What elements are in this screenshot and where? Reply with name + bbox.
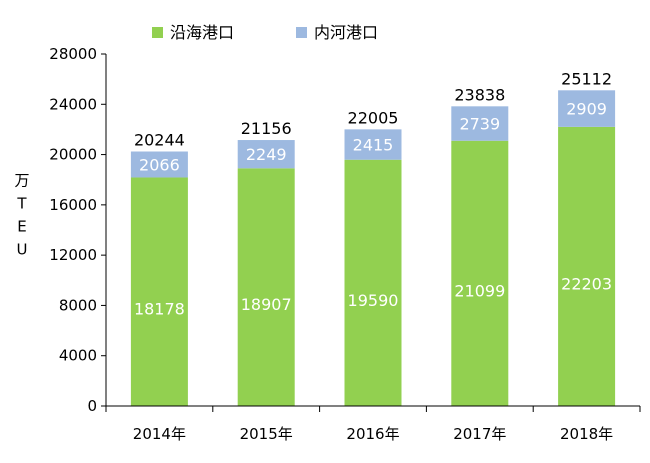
total-value-label: 22005 bbox=[348, 108, 399, 127]
bar-segment bbox=[237, 168, 295, 406]
segment-value-label: 21099 bbox=[454, 281, 505, 300]
y-tick-label: 28000 bbox=[49, 45, 97, 63]
bar-segment bbox=[237, 140, 295, 169]
bar-segment bbox=[451, 140, 509, 406]
bar-segment bbox=[558, 126, 616, 406]
bar-segment bbox=[344, 159, 402, 406]
x-tick-label: 2015年 bbox=[240, 425, 293, 443]
y-tick-label: 12000 bbox=[49, 246, 97, 264]
legend-swatch bbox=[296, 27, 307, 38]
bar-segment bbox=[451, 106, 509, 141]
x-axis: 2014年 2015年 2016年 2017年 2018年 bbox=[105, 405, 641, 443]
legend-label: 内河港口 bbox=[314, 23, 378, 42]
segment-value-label: 19590 bbox=[348, 291, 399, 310]
segment-value-label: 18178 bbox=[134, 300, 185, 319]
segment-value-label: 2415 bbox=[353, 136, 394, 155]
bar-segment bbox=[130, 151, 188, 178]
segment-value-label: 22203 bbox=[561, 274, 612, 293]
legend-swatch bbox=[152, 27, 163, 38]
y-tick-label: 20000 bbox=[49, 146, 97, 164]
legend: 沿海港口 内河港口 bbox=[152, 23, 378, 42]
segment-value-label: 2249 bbox=[246, 145, 287, 164]
y-tick-label: 0 bbox=[87, 397, 97, 415]
segment-value-label: 18907 bbox=[241, 295, 292, 314]
total-value-label: 21156 bbox=[241, 119, 292, 138]
x-tick-label: 2017年 bbox=[453, 425, 506, 443]
bars: 18178 2066 20244 18907 2249 21156 19590 2415 220… bbox=[130, 69, 616, 406]
x-tick-label: 2014年 bbox=[133, 425, 186, 443]
y-tick-label: 8000 bbox=[59, 296, 97, 314]
bar-segment bbox=[344, 129, 402, 160]
x-tick-label: 2018年 bbox=[560, 425, 613, 443]
total-value-label: 23838 bbox=[454, 85, 505, 104]
bar-segment bbox=[130, 177, 188, 406]
y-tick-label: 24000 bbox=[49, 95, 97, 113]
total-value-label: 20244 bbox=[134, 131, 185, 150]
y-tick-label: 4000 bbox=[59, 347, 97, 365]
segment-value-label: 2909 bbox=[566, 100, 607, 119]
segment-value-label: 2739 bbox=[459, 115, 500, 134]
y-tick-label: 16000 bbox=[49, 196, 97, 214]
bar-segment bbox=[558, 90, 616, 127]
y-axis: 0 4000 8000 12000 16000 20000 24000 28000 bbox=[49, 45, 107, 415]
segment-value-label: 2066 bbox=[139, 155, 180, 174]
x-tick-label: 2016年 bbox=[346, 425, 399, 443]
total-value-label: 25112 bbox=[561, 69, 612, 88]
legend-label: 沿海港口 bbox=[170, 23, 234, 42]
